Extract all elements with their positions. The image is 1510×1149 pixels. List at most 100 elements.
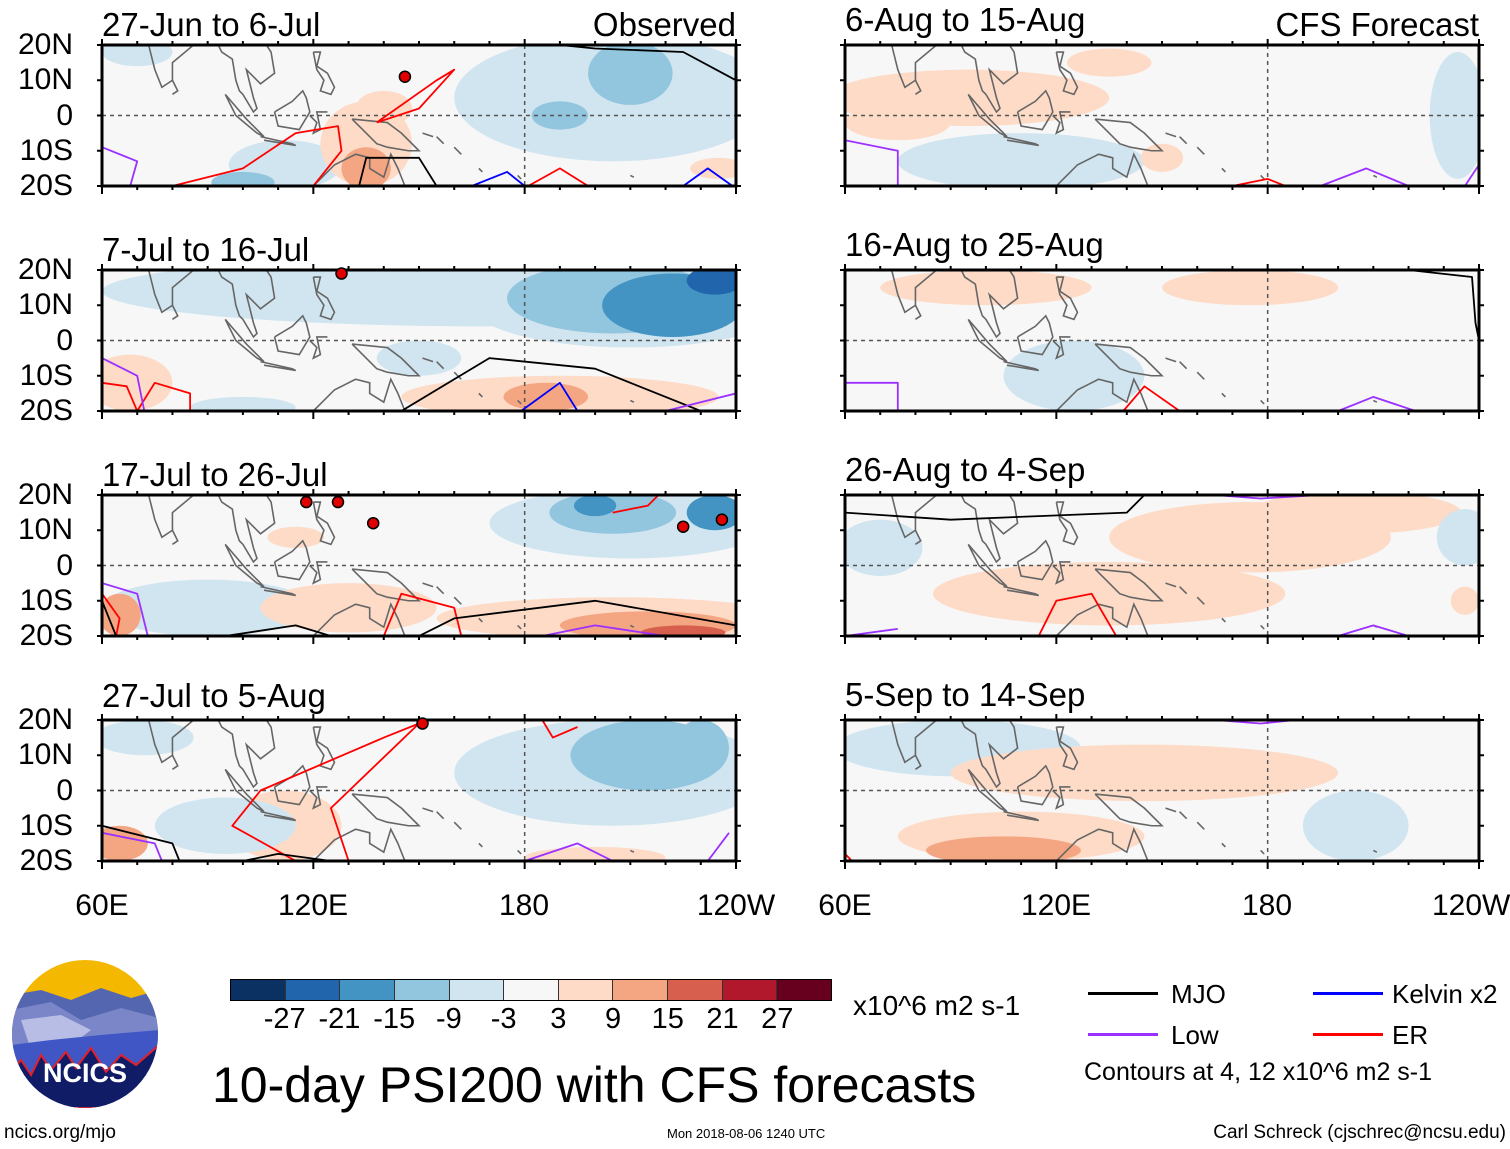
- anomaly-shading: [1302, 790, 1409, 861]
- anomaly-shading: [897, 133, 1145, 186]
- contour-line: [102, 600, 117, 636]
- coastline: [1179, 811, 1188, 820]
- coastline: [312, 377, 406, 411]
- contour-line: [1037, 592, 1117, 636]
- map-svg: [840, 264, 1484, 419]
- colorbar-tick: -15: [373, 1003, 416, 1035]
- contour-line: [1337, 396, 1416, 411]
- contour-line: [612, 495, 660, 514]
- coastline: [1196, 821, 1205, 830]
- coastline: [436, 811, 445, 820]
- anomaly-shading: [1162, 270, 1339, 306]
- anomaly-shading: [102, 593, 141, 636]
- panel-title: 26-Aug to 4-Sep: [845, 451, 1086, 488]
- coastline: [1196, 371, 1205, 380]
- lat-tick: 10S: [19, 583, 73, 617]
- anomaly-shading: [1066, 48, 1152, 77]
- map-svg: [97, 714, 741, 869]
- coastline: [273, 764, 311, 806]
- coastline: [436, 586, 445, 595]
- anomaly-shading: [190, 396, 296, 411]
- lon-tick: 60E: [818, 889, 872, 922]
- map-panel-forecast-3: [840, 489, 1484, 644]
- coastline: [1052, 786, 1071, 810]
- panel-title: 27-Jul to 5-Aug: [102, 677, 326, 714]
- coastline: [1372, 399, 1378, 403]
- contour-line: [1122, 385, 1181, 411]
- coastline: [436, 136, 445, 145]
- forecast-label: CFS Forecast: [1275, 6, 1479, 43]
- contour-line: [358, 156, 438, 186]
- coastline: [351, 118, 421, 152]
- anomaly-shading: [503, 382, 589, 411]
- colorbar-swatch: [285, 980, 341, 1000]
- coastline: [1094, 568, 1164, 602]
- lat-tick: 10N: [17, 63, 73, 97]
- anomaly-shading: [933, 561, 1286, 626]
- coastline: [1221, 392, 1226, 398]
- panel-title: 5-Sep to 14-Sep: [845, 676, 1086, 713]
- anomaly-shading: [1140, 143, 1184, 172]
- coastline: [1179, 586, 1188, 595]
- coastline: [260, 585, 297, 597]
- lon-tick: 120E: [277, 889, 349, 922]
- contour-line: [418, 599, 736, 636]
- coastline: [1055, 276, 1079, 321]
- coastline: [1094, 793, 1164, 827]
- coastline: [273, 89, 311, 131]
- coastline: [309, 561, 328, 585]
- coastline: [1260, 849, 1265, 855]
- coastline: [171, 79, 179, 96]
- coastline: [890, 720, 1019, 789]
- contour-line: [172, 125, 343, 186]
- anomaly-shading: [211, 171, 275, 186]
- colorbar-tick: 27: [761, 1003, 794, 1035]
- map-panel-observed-3: [97, 489, 741, 644]
- coastline: [517, 624, 522, 630]
- colorbar-tick: 9: [605, 1003, 622, 1035]
- coastline: [1372, 174, 1378, 178]
- coastline: [1016, 89, 1054, 131]
- contour-line: [527, 167, 589, 186]
- contour-line: [102, 593, 121, 636]
- coastline: [224, 93, 265, 138]
- contour-line: [231, 722, 420, 861]
- colorbar-swatch: [231, 980, 286, 1000]
- legend-label-kelvin: Kelvin x2: [1392, 979, 1498, 1009]
- coastline: [1260, 399, 1265, 405]
- anomaly-shading: [880, 270, 1092, 306]
- colorbar-swatch: [777, 980, 832, 1000]
- contour-line: [1408, 270, 1479, 341]
- cyclone-icon: [715, 513, 729, 526]
- coastline: [1003, 810, 1040, 822]
- coastline: [147, 495, 276, 564]
- anomaly-shading: [102, 579, 314, 636]
- coastline: [351, 343, 421, 377]
- lat-tick: 0: [56, 548, 73, 582]
- colorbar-swatch: [668, 980, 723, 1000]
- lat-tick: 0: [56, 323, 73, 357]
- coastline: [312, 827, 406, 861]
- contour-line: [225, 624, 332, 636]
- coastline: [1016, 314, 1054, 356]
- coastline: [1052, 561, 1071, 585]
- coastline: [1094, 343, 1164, 377]
- coastline: [1055, 827, 1149, 861]
- lat-tick: 20N: [17, 703, 73, 736]
- coastline: [312, 602, 406, 636]
- coastline: [351, 793, 421, 827]
- contour-line: [1320, 167, 1409, 186]
- coastline: [629, 174, 635, 178]
- coastline: [1055, 51, 1079, 96]
- map-svg: [97, 264, 741, 419]
- anomaly-shading: [341, 147, 391, 186]
- anomaly-shading: [845, 104, 951, 141]
- contour-line: [665, 392, 736, 411]
- contour-line: [559, 45, 736, 82]
- colorbar-tick: 3: [550, 1003, 567, 1035]
- coastline: [422, 582, 434, 588]
- coastline: [1196, 146, 1205, 155]
- ncics-logo: NCICS: [11, 960, 159, 1108]
- panel-title: 16-Aug to 25-Aug: [845, 226, 1104, 263]
- panel-title: 7-Jul to 16-Jul: [102, 231, 310, 268]
